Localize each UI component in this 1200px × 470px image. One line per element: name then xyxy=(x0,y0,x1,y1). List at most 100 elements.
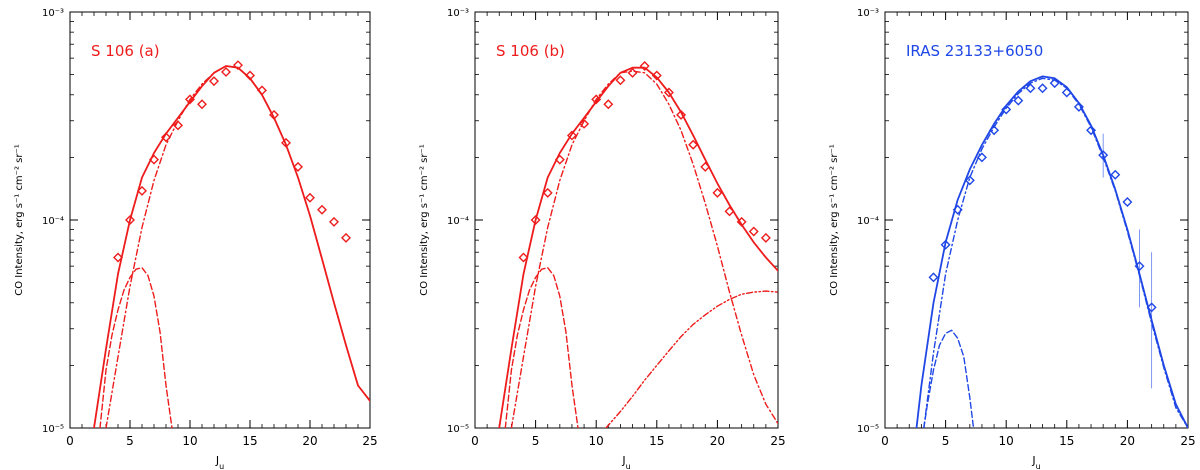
data-point xyxy=(1134,261,1145,272)
data-point xyxy=(185,94,195,105)
data-point xyxy=(940,239,951,250)
y-tick-label: 10⁻⁵ xyxy=(42,424,64,435)
data-point xyxy=(1146,302,1157,313)
y-tick-label: 10⁻³ xyxy=(857,8,879,19)
data-point xyxy=(603,99,614,110)
model-curve-dash-dot xyxy=(510,70,778,428)
data-point xyxy=(1013,95,1024,106)
data-point xyxy=(1025,83,1036,94)
y-tick-label: 10⁻⁵ xyxy=(447,424,469,435)
chart-panel-iras: 0 5 10 15 20 25 10⁻⁵ 10⁻⁴ 10⁻³ Ju CO Intensity, er… xyxy=(829,8,1196,470)
x-axis-label: Ju xyxy=(621,454,630,470)
model-curve-dash-dot xyxy=(923,77,1188,428)
data-point xyxy=(651,70,662,81)
data-point xyxy=(305,192,315,203)
x-tick-label: 25 xyxy=(362,434,377,448)
data-point xyxy=(639,61,650,71)
data-point xyxy=(341,232,351,243)
x-tick-label: 10 xyxy=(589,434,604,448)
y-axis-label: CO Intensity, erg s⁻¹ cm⁻² sr⁻¹ xyxy=(419,144,430,296)
data-point xyxy=(125,215,135,225)
x-tick-label: 10 xyxy=(999,434,1014,448)
data-point xyxy=(137,185,147,196)
x-axis-label: Ju xyxy=(1031,454,1040,470)
x-tick-label: 0 xyxy=(66,434,74,448)
data-point xyxy=(554,154,565,165)
data-point xyxy=(1110,169,1121,180)
data-point xyxy=(928,272,939,283)
data-point xyxy=(688,139,699,150)
data-point xyxy=(627,67,638,78)
data-point xyxy=(542,187,553,198)
data-point xyxy=(724,206,735,217)
plot-frame xyxy=(884,11,1189,429)
chart-panel-s106b: 0 5 10 15 20 25 10⁻⁵ 10⁻⁴ 10⁻³ Ju CO Intensity, er… xyxy=(419,8,786,470)
data-point xyxy=(748,226,759,237)
data-point xyxy=(760,232,771,243)
plot-frame xyxy=(474,11,779,429)
x-tick-label: 0 xyxy=(471,434,479,448)
data-point xyxy=(257,85,267,96)
data-point xyxy=(579,118,590,129)
panel-title: S 106 (a) xyxy=(91,42,160,60)
data-point xyxy=(329,216,339,227)
x-tick-label: 20 xyxy=(710,434,725,448)
y-tick-label: 10⁻⁵ xyxy=(857,424,879,435)
data-point xyxy=(173,120,183,131)
model-curve-dashed xyxy=(923,329,975,428)
x-tick-label: 25 xyxy=(770,434,785,448)
model-curves xyxy=(498,66,778,428)
data-point xyxy=(1001,104,1012,115)
x-tick-label: 20 xyxy=(302,434,317,448)
panel-title: IRAS 23133+6050 xyxy=(906,42,1043,60)
y-tick-label: 10⁻³ xyxy=(447,8,469,19)
y-tick-label: 10⁻³ xyxy=(42,8,64,19)
data-point xyxy=(530,215,541,225)
data-point xyxy=(221,66,231,77)
data-point xyxy=(293,161,303,172)
chart-panel-s106a: 0 5 10 15 20 25 10⁻⁵ 10⁻⁴ 10⁻³ Ju CO Intensity, er… xyxy=(14,8,378,470)
x-tick-label: 5 xyxy=(942,434,950,448)
model-curve-dash-dot xyxy=(105,65,370,428)
data-point xyxy=(952,204,963,215)
x-tick-label: 5 xyxy=(532,434,540,448)
data-point xyxy=(317,204,327,215)
plot-frame xyxy=(69,11,371,429)
data-point xyxy=(615,75,626,86)
data-point xyxy=(197,99,207,110)
data-point xyxy=(591,94,602,105)
model-curve-solid xyxy=(93,65,370,428)
data-point xyxy=(209,76,219,87)
model-curve-dashed xyxy=(99,267,173,428)
x-axis-label: Ju xyxy=(215,454,224,470)
data-point xyxy=(700,161,711,172)
data-point xyxy=(1061,87,1072,98)
data-point xyxy=(113,252,123,263)
data-point xyxy=(1098,150,1109,161)
data-point xyxy=(1122,197,1133,208)
x-tick-label: 0 xyxy=(881,434,889,448)
panel-title: S 106 (b) xyxy=(496,42,565,60)
y-tick-label: 10⁻⁴ xyxy=(857,216,879,227)
x-tick-label: 25 xyxy=(1180,434,1195,448)
data-point xyxy=(161,132,171,143)
model-curve-solid xyxy=(498,66,778,428)
model-curves xyxy=(93,65,370,428)
data-point xyxy=(663,87,674,98)
data-point xyxy=(736,216,747,227)
data-point xyxy=(149,154,159,165)
model-curves xyxy=(915,75,1188,428)
x-tick-label: 15 xyxy=(1059,434,1074,448)
data-point xyxy=(281,137,291,148)
y-axis-label: CO Intensity, erg s⁻¹ cm⁻² sr⁻¹ xyxy=(14,144,25,296)
data-point xyxy=(245,70,255,81)
x-tick-label: 15 xyxy=(242,434,257,448)
data-point xyxy=(676,109,687,120)
data-point xyxy=(1086,125,1097,136)
x-tick-label: 10 xyxy=(182,434,197,448)
data-point xyxy=(233,60,243,71)
x-tick-label: 20 xyxy=(1120,434,1135,448)
data-point xyxy=(712,187,723,198)
data-point xyxy=(518,252,529,263)
